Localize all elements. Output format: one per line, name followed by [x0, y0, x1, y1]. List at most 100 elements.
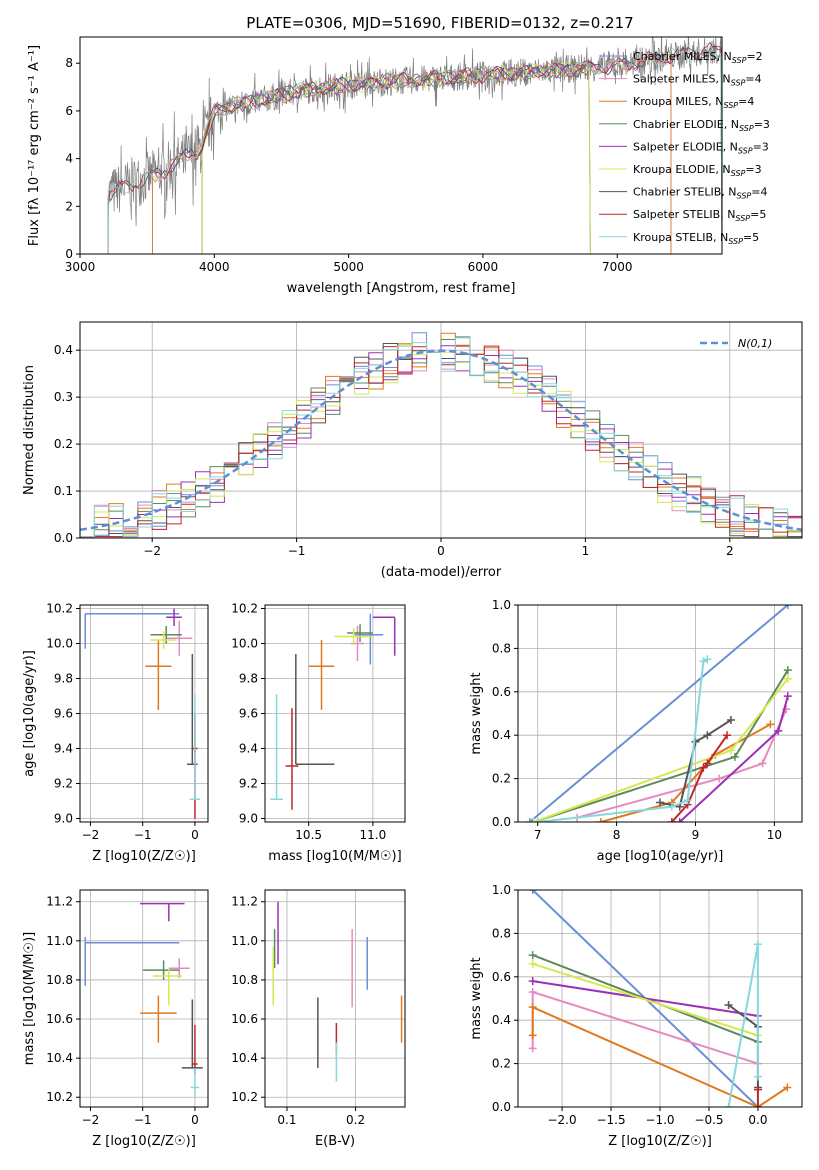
x-axis-label: Z [log10(Z/Z☉)]: [608, 1134, 712, 1149]
data-point: [723, 731, 732, 740]
data-point: [683, 796, 692, 805]
point-salpeter-elodie: [166, 608, 182, 626]
x-tick-label: −1: [288, 544, 306, 558]
y-tick-label: 4: [65, 152, 73, 166]
data-point: [727, 716, 735, 725]
series-line: [531, 1005, 788, 1107]
residuals-panel: −2 −1 0 1 2 0.0 0.1 0.2 0.3 0.4 (data-model)/error…: [22, 321, 803, 580]
y-tick-label: 6: [65, 104, 73, 118]
point-kroupa-miles: [145, 640, 172, 710]
y-axis-label: mass weight: [469, 957, 484, 1039]
y-axis-label: mass [log10(M/M☉)]: [22, 932, 37, 1065]
point-salpeter-stelib: [192, 1024, 198, 1074]
point-kroupa-elodie: [334, 627, 373, 646]
age-vs-metallicity-panel: −2 −1 0 9.0 9.2 9.4 9.6 9.8 10.0 10.2 Z [log10(Z/Z…: [22, 602, 209, 864]
y-tick-label: 8: [65, 56, 73, 70]
plot-frame: [79, 321, 803, 539]
y-tick-label: 10.2: [46, 1090, 73, 1104]
plot-area: [272, 901, 403, 1082]
y-tick-label: 9.4: [239, 742, 258, 756]
data-point: [596, 818, 605, 822]
series-line: [531, 990, 759, 1065]
point-chabrier-stelib: [187, 654, 198, 765]
y-tick-label: 0.0: [492, 1100, 511, 1114]
data-point: [753, 1072, 762, 1081]
data-point: [533, 818, 542, 822]
point-kroupa-stelib: [190, 1067, 200, 1098]
x-tick-label: 5000: [333, 260, 364, 274]
y-tick-label: 9.6: [54, 707, 73, 721]
y-tick-label: 1.0: [492, 883, 511, 897]
data-point: [656, 798, 664, 807]
data-point: [724, 1001, 733, 1010]
y-tick-label: 11.0: [231, 934, 258, 948]
y-tick-label: 0.6: [492, 685, 511, 699]
x-tick-label: −2: [82, 828, 100, 842]
y-tick-label: 10.6: [46, 1012, 73, 1026]
x-tick-label: 3000: [65, 260, 96, 274]
data-point: [730, 752, 739, 761]
x-axis-label: Z [log10(Z/Z☉)]: [92, 1134, 196, 1149]
y-tick-label: 0.4: [54, 343, 73, 357]
y-tick-label: 9.0: [239, 812, 258, 826]
x-tick-label: 1: [582, 544, 590, 558]
y-axis-label: Flux [fλ 10⁻¹⁷ erg cm⁻² s⁻¹ A⁻¹]: [27, 45, 42, 246]
data-point: [753, 1085, 762, 1094]
legend-entry: Kroupa STELIB, NSSP=5: [633, 231, 759, 246]
y-tick-label: 0.2: [492, 1057, 511, 1071]
legend-entry: Kroupa ELODIE, NSSP=3: [633, 163, 762, 178]
plot-frame: [264, 604, 406, 823]
x-tick-label: −2.0: [547, 1113, 576, 1127]
x-axis-label: Z [log10(Z/Z☉)]: [92, 849, 196, 864]
model-spectrum-salpeter-miles: [152, 51, 672, 254]
y-tick-label: 0: [65, 247, 73, 261]
data-point: [783, 674, 792, 683]
x-tick-label: 0.2: [346, 1113, 365, 1127]
series-line: [727, 944, 759, 1107]
legend-entry: Kroupa MILES, NSSP=4: [633, 95, 754, 110]
point-chabrier-miles: [84, 936, 180, 986]
y-tick-label: 10.2: [46, 602, 73, 616]
data-point: [753, 940, 762, 949]
y-tick-label: 10.8: [231, 973, 258, 987]
y-tick-label: 0.6: [492, 970, 511, 984]
legend-entry: N(0,1): [738, 337, 772, 350]
x-tick-label: 11.0: [360, 828, 387, 842]
point-chabrier-elodie: [347, 624, 373, 642]
series-kroupa-stelib: [724, 940, 762, 1107]
y-tick-label: 10.2: [231, 1090, 258, 1104]
y-tick-label: 0.1: [54, 484, 73, 498]
data-point: [528, 987, 537, 996]
point-salpeter-elodie: [372, 616, 396, 656]
y-tick-label: 9.8: [54, 672, 73, 686]
x-tick-label: 8: [613, 828, 621, 842]
data-point: [528, 1044, 537, 1053]
series-chabrier-miles: [525, 605, 792, 822]
y-tick-label: 9.8: [239, 672, 258, 686]
mass-vs-ebv-panel: 0.1 0.2 10.2 10.4 10.6 10.8 11.0 11.2 E(B-V): [231, 889, 406, 1149]
series-kroupa-stelib: [533, 655, 712, 822]
data-point: [528, 1003, 537, 1012]
data-point: [783, 666, 792, 675]
data-point: [783, 1083, 792, 1092]
plot-frame: [79, 36, 723, 255]
legend-entry: Chabrier STELIB, NSSP=4: [633, 186, 767, 201]
series-salpeter-elodie: [675, 692, 792, 822]
age-vs-mass-panel: 10.5 11.0 9.0 9.2 9.4 9.6 9.8 10.0 10.2 mass [log…: [231, 602, 406, 864]
spectrum-panel: 3000 4000 5000 6000 7000 0 2 4 6 8 wavelength [Ang…: [27, 36, 770, 296]
data-point: [727, 746, 735, 755]
y-tick-label: 0.3: [54, 390, 73, 404]
series-line: [728, 1004, 759, 1088]
series-line: [679, 695, 789, 822]
point-kroupa-stelib: [189, 694, 201, 800]
y-tick-label: 10.2: [231, 602, 258, 616]
point-kroupa-stelib: [270, 694, 283, 800]
mass-vs-metallicity-panel: −2 −1 0 10.2 10.4 10.6 10.8 11.0 11.2 Z [log10(Z/…: [22, 889, 209, 1149]
legend-entry: Salpeter MILES, NSSP=4: [633, 73, 762, 88]
data-point: [528, 1031, 537, 1040]
series-line: [576, 708, 788, 819]
x-tick-label: 7000: [602, 260, 633, 274]
x-axis-label: wavelength [Angstrom, rest frame]: [287, 281, 516, 296]
y-tick-label: 0.4: [492, 1013, 511, 1027]
